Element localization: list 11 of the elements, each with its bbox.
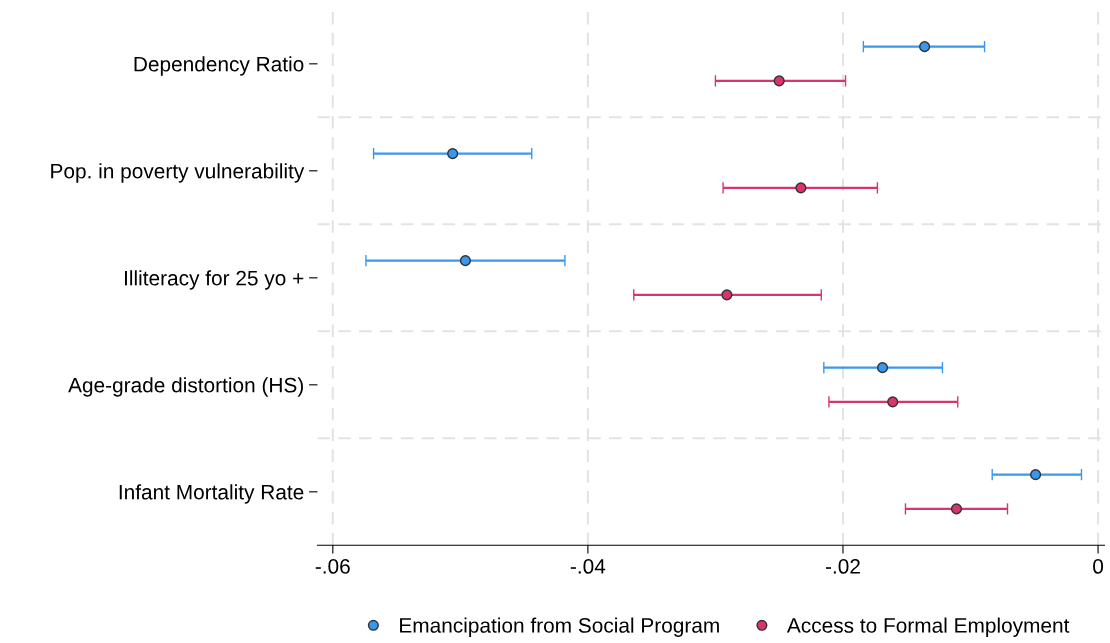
- y-tick-label: Illiteracy for 25 yo +: [124, 270, 304, 290]
- x-tick-label: 0: [1093, 559, 1104, 574]
- legend-label: Access to Formal Employment: [786, 617, 1070, 637]
- y-tick-label: Pop. in poverty vulnerability: [51, 163, 305, 183]
- y-tick-label: Dependency Ratio: [134, 56, 304, 76]
- legend-label: Emancipation from Social Program: [400, 617, 719, 637]
- y-tick-label: Infant Mortality Rate: [119, 484, 304, 504]
- x-tick-label: -.02: [825, 559, 860, 574]
- x-tick-label: -.06: [315, 559, 350, 574]
- y-tick-label: Age-grade distortion (HS): [68, 377, 303, 397]
- x-tick-label: -.04: [570, 559, 606, 574]
